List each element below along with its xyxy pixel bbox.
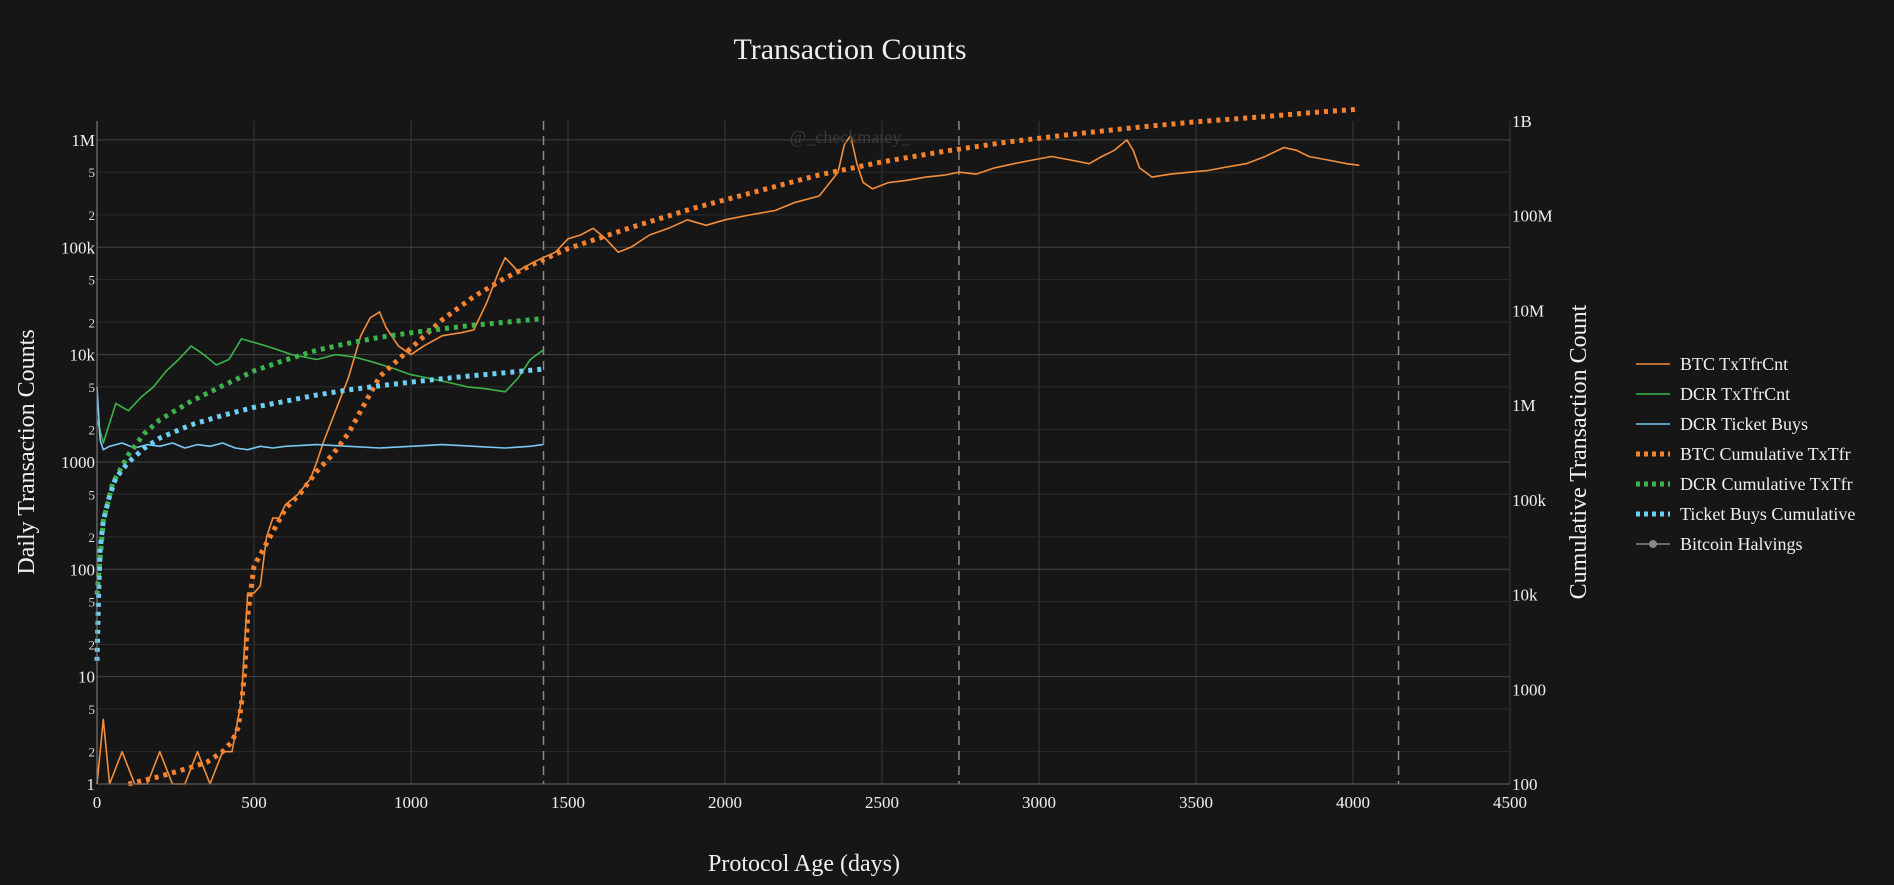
- y-axis-right-title: Cumulative Transaction Count: [1566, 304, 1592, 599]
- y-left-minor-tick-label: 5: [89, 595, 96, 610]
- grid: [96, 121, 1511, 785]
- x-tick-label: 3500: [1179, 793, 1213, 812]
- watermark: @_checkmatey_: [790, 127, 912, 147]
- legend-item[interactable]: BTC Cumulative TxTfr: [1636, 444, 1851, 464]
- axes: 0 500 1000 1500 2000 2500 3000 3500 4000 4500 1 10 1…: [61, 112, 1553, 812]
- legend-label: DCR TxTfrCnt: [1680, 384, 1790, 404]
- x-tick-label: 2500: [865, 793, 899, 812]
- series-line-dcr-txtfrcnt: [96, 338, 544, 444]
- y-right-tick-label: 1M: [1512, 396, 1536, 415]
- legend-item[interactable]: DCR TxTfrCnt: [1636, 384, 1790, 404]
- legend-label: DCR Ticket Buys: [1680, 414, 1808, 434]
- legend-item[interactable]: Bitcoin Halvings: [1636, 534, 1803, 554]
- legend-label: Ticket Buys Cumulative: [1680, 504, 1855, 524]
- legend-item[interactable]: Ticket Buys Cumulative: [1636, 504, 1855, 524]
- y-left-tick-label: 1000: [61, 453, 95, 472]
- legend-item[interactable]: BTC TxTfrCnt: [1636, 354, 1788, 374]
- x-tick-label: 2000: [708, 793, 742, 812]
- x-tick-label: 4500: [1493, 793, 1527, 812]
- y-axis-left-title: Daily Transaction Counts: [14, 329, 40, 574]
- legend-item[interactable]: DCR Cumulative TxTfr: [1636, 474, 1853, 494]
- halving-lines: [542, 121, 1400, 784]
- y-right-tick-label: 10k: [1512, 586, 1538, 605]
- y-left-minor-tick-label: 2: [89, 637, 96, 652]
- y-right-tick-label: 1B: [1512, 112, 1532, 131]
- x-tick-label: 500: [241, 793, 267, 812]
- legend-marker: [1649, 540, 1657, 548]
- x-tick-label: 4000: [1336, 793, 1370, 812]
- y-left-minor-tick-label: 5: [89, 165, 96, 180]
- y-left-tick-label: 1: [87, 775, 96, 794]
- y-left-tick-label: 10: [78, 668, 95, 687]
- y-right-tick-label: 100M: [1512, 207, 1553, 226]
- y-right-tick-label: 1000: [1512, 680, 1546, 699]
- legend-label: DCR Cumulative TxTfr: [1680, 474, 1853, 494]
- y-left-minor-tick-label: 5: [89, 487, 96, 502]
- legend-item[interactable]: DCR Ticket Buys: [1636, 414, 1808, 434]
- legend-label: BTC Cumulative TxTfr: [1680, 444, 1851, 464]
- y-left-tick-label: 1M: [71, 131, 95, 150]
- y-right-tick-label: 100: [1512, 775, 1538, 794]
- x-tick-label: 0: [93, 793, 102, 812]
- y-right-tick-label: 10M: [1512, 301, 1544, 320]
- y-left-tick-label: 100: [70, 560, 96, 579]
- series-line-ticket-buys-cumulative: [94, 366, 544, 661]
- x-tick-label: 1500: [551, 793, 585, 812]
- y-left-minor-tick-label: 2: [89, 208, 96, 223]
- legend[interactable]: BTC TxTfrCnt DCR TxTfrCnt DCR Ticket Buys B…: [1636, 354, 1855, 554]
- y-left-minor-tick-label: 2: [89, 315, 96, 330]
- x-axis-title: Protocol Age (days): [708, 851, 900, 877]
- x-tick-label: 3000: [1022, 793, 1056, 812]
- y-left-minor-tick-label: 2: [89, 745, 96, 760]
- chart-title: Transaction Counts: [733, 33, 966, 66]
- y-left-tick-label: 100k: [61, 238, 96, 257]
- series-line-btc-txtfrcnt: [96, 134, 1360, 785]
- y-left-tick-label: 10k: [70, 346, 96, 365]
- series-line-dcr-ticket-buys: [96, 386, 544, 451]
- y-right-tick-label: 100k: [1512, 491, 1547, 510]
- series-lines: [94, 106, 1360, 787]
- legend-label: Bitcoin Halvings: [1680, 534, 1803, 554]
- y-left-minor-tick-label: 2: [89, 423, 96, 438]
- y-left-minor-tick-label: 2: [89, 530, 96, 545]
- series-line-dcr-cumulative-txtfr: [94, 316, 544, 595]
- y-left-minor-tick-label: 5: [89, 702, 96, 717]
- legend-label: BTC TxTfrCnt: [1680, 354, 1788, 374]
- y-left-minor-tick-label: 5: [89, 380, 96, 395]
- series-line-btc-cumulative-txtfr: [127, 106, 1360, 787]
- x-tick-label: 1000: [394, 793, 428, 812]
- y-left-minor-tick-label: 5: [89, 273, 96, 288]
